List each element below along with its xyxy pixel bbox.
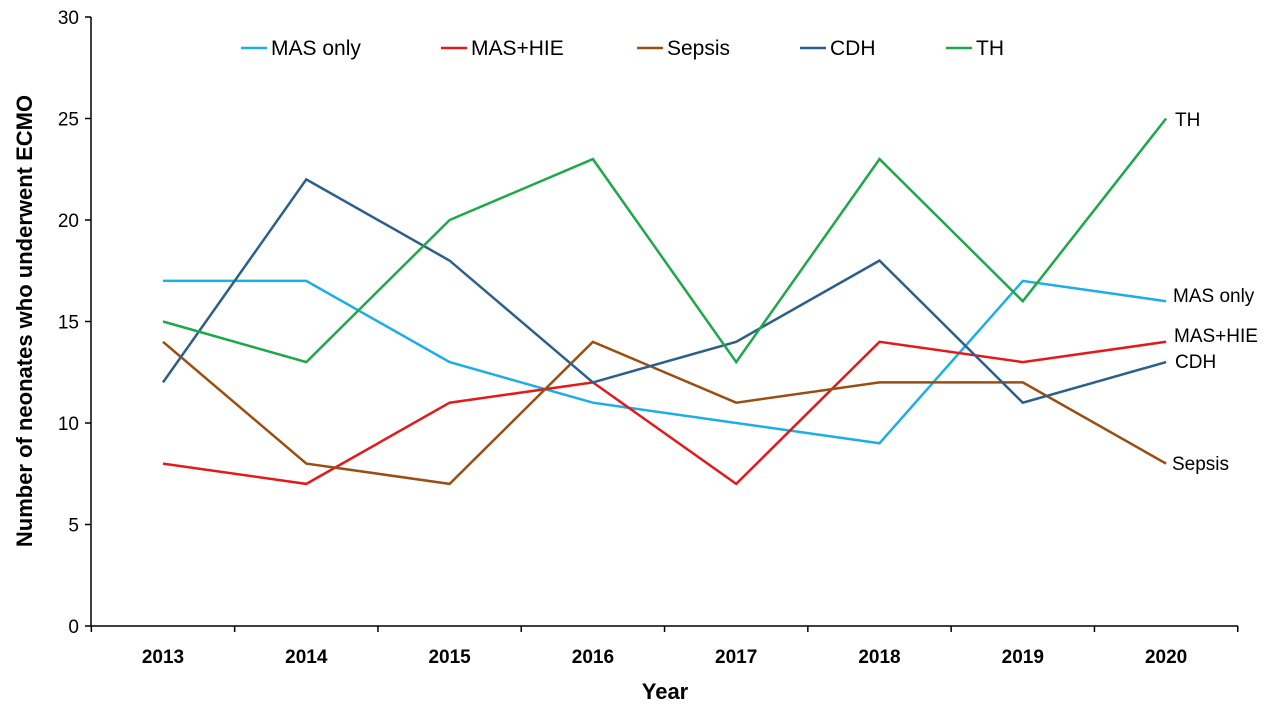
y-tick-label: 0 bbox=[68, 617, 79, 638]
y-axis-title: Number of neonates who underwent ECMO bbox=[12, 95, 37, 547]
series-line-th bbox=[162, 117, 1168, 365]
x-tick-label: 2019 bbox=[1002, 647, 1044, 668]
series-line-mas-hie bbox=[162, 340, 1167, 486]
series-end-label: TH bbox=[1175, 110, 1200, 131]
series-end-label: Sepsis bbox=[1172, 454, 1229, 475]
x-tick-label: 2013 bbox=[142, 647, 184, 668]
x-tick-label: 2014 bbox=[285, 647, 328, 668]
legend-label: MAS+HIE bbox=[471, 37, 564, 60]
axes: 0 5 10 15 20 25 30 2013 2014 2015 2016 2017 2018 2019… bbox=[58, 8, 1239, 668]
x-tick-label: 2015 bbox=[428, 647, 471, 668]
series-line-sepsis bbox=[162, 340, 1167, 486]
x-tick-label: 2017 bbox=[715, 647, 757, 668]
y-tick-label: 30 bbox=[58, 8, 79, 29]
legend-label: MAS only bbox=[271, 37, 361, 60]
y-tick-label: 25 bbox=[58, 110, 79, 131]
x-axis-title: Year bbox=[642, 679, 689, 704]
y-tick-label: 15 bbox=[58, 313, 79, 334]
y-tick-label: 20 bbox=[58, 211, 79, 232]
y-tick-label: 5 bbox=[68, 516, 79, 537]
x-tick-label: 2020 bbox=[1145, 647, 1187, 668]
x-tick-label: 2016 bbox=[572, 647, 614, 668]
legend-label: Sepsis bbox=[667, 37, 730, 60]
legend-label: TH bbox=[976, 37, 1004, 60]
series-line-mas-only bbox=[163, 279, 1167, 445]
end-labels: MAS only MAS+HIE Sepsis CDH TH bbox=[1172, 110, 1258, 475]
legend-label: CDH bbox=[830, 37, 876, 60]
y-tick-label: 10 bbox=[58, 414, 79, 435]
series-end-label: MAS+HIE bbox=[1174, 326, 1258, 347]
x-tick-label: 2018 bbox=[858, 647, 900, 668]
series-line-cdh bbox=[161, 177, 1167, 405]
series-end-label: MAS only bbox=[1173, 286, 1255, 307]
series-end-label: CDH bbox=[1175, 352, 1216, 373]
series-lines bbox=[161, 117, 1168, 486]
legend: MAS only MAS+HIE Sepsis CDH TH bbox=[241, 37, 1004, 60]
